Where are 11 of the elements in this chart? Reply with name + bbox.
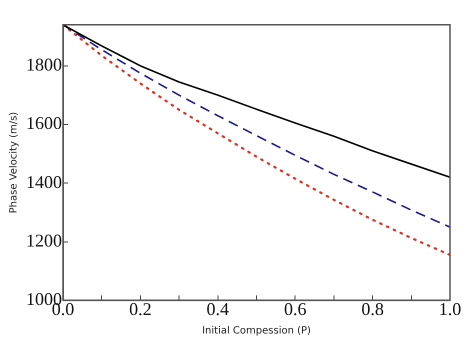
y-axis-title: Phase Velocity (m/s) [8, 112, 20, 214]
y-tick-label: 1400 [26, 172, 62, 192]
x-tick-label: 0.6 [284, 298, 306, 319]
y-tick-label: 1200 [26, 230, 62, 250]
x-tick-label: 0.4 [206, 298, 230, 319]
x-tick-label: 0.8 [361, 298, 384, 319]
y-tick-label: 1600 [26, 113, 62, 134]
x-axis-title: Initial Compession (P) [202, 326, 312, 337]
x-tick-label: 0.2 [129, 298, 152, 319]
x-tick-label: 1.0 [438, 298, 462, 319]
y-tick-label: 1800 [26, 54, 62, 75]
